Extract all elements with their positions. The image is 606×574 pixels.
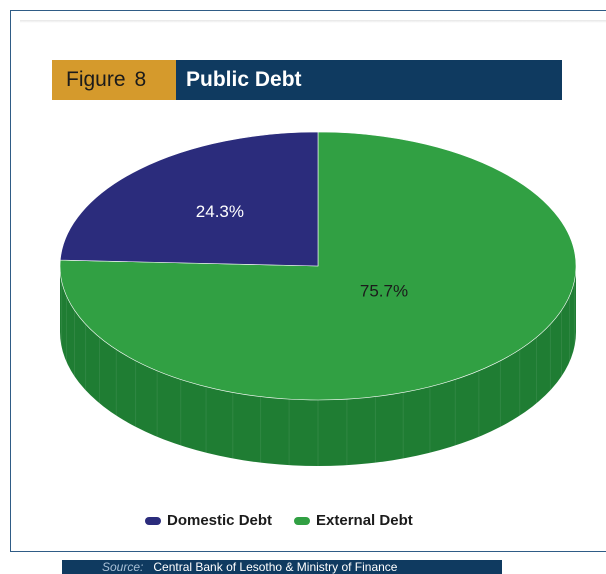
figure-label: Figure 8 — [52, 60, 176, 100]
pie-side-1 — [60, 266, 576, 466]
pie-slice-external — [59, 131, 577, 401]
legend-item-external: External Debt — [294, 512, 413, 529]
source-label: Source: — [102, 560, 144, 574]
legend-swatch-domestic — [145, 516, 161, 525]
source-text: Central Bank of Lesotho & Ministry of Fi… — [153, 560, 398, 574]
legend-label-external: External Debt — [316, 512, 413, 529]
figure-title: Public Debt — [176, 60, 562, 100]
figure-label-text: Figure — [66, 68, 126, 91]
legend-item-domestic: Domestic Debt — [145, 512, 272, 529]
legend-swatch-external — [294, 516, 311, 525]
figure-header: Figure 8 Public Debt — [52, 60, 562, 100]
legend-label-domestic: Domestic Debt — [167, 512, 273, 529]
source-bar: Source: Central Bank of Lesotho & Minist… — [62, 560, 502, 574]
data-label-domestic: 24.3% — [196, 202, 244, 221]
chart-legend: Domestic Debt External Debt — [145, 512, 413, 529]
pie-slice-domestic — [59, 131, 319, 267]
data-label-external: 75.7% — [360, 281, 408, 300]
frame-shadow — [20, 20, 606, 23]
figure-number: 8 — [134, 68, 147, 91]
